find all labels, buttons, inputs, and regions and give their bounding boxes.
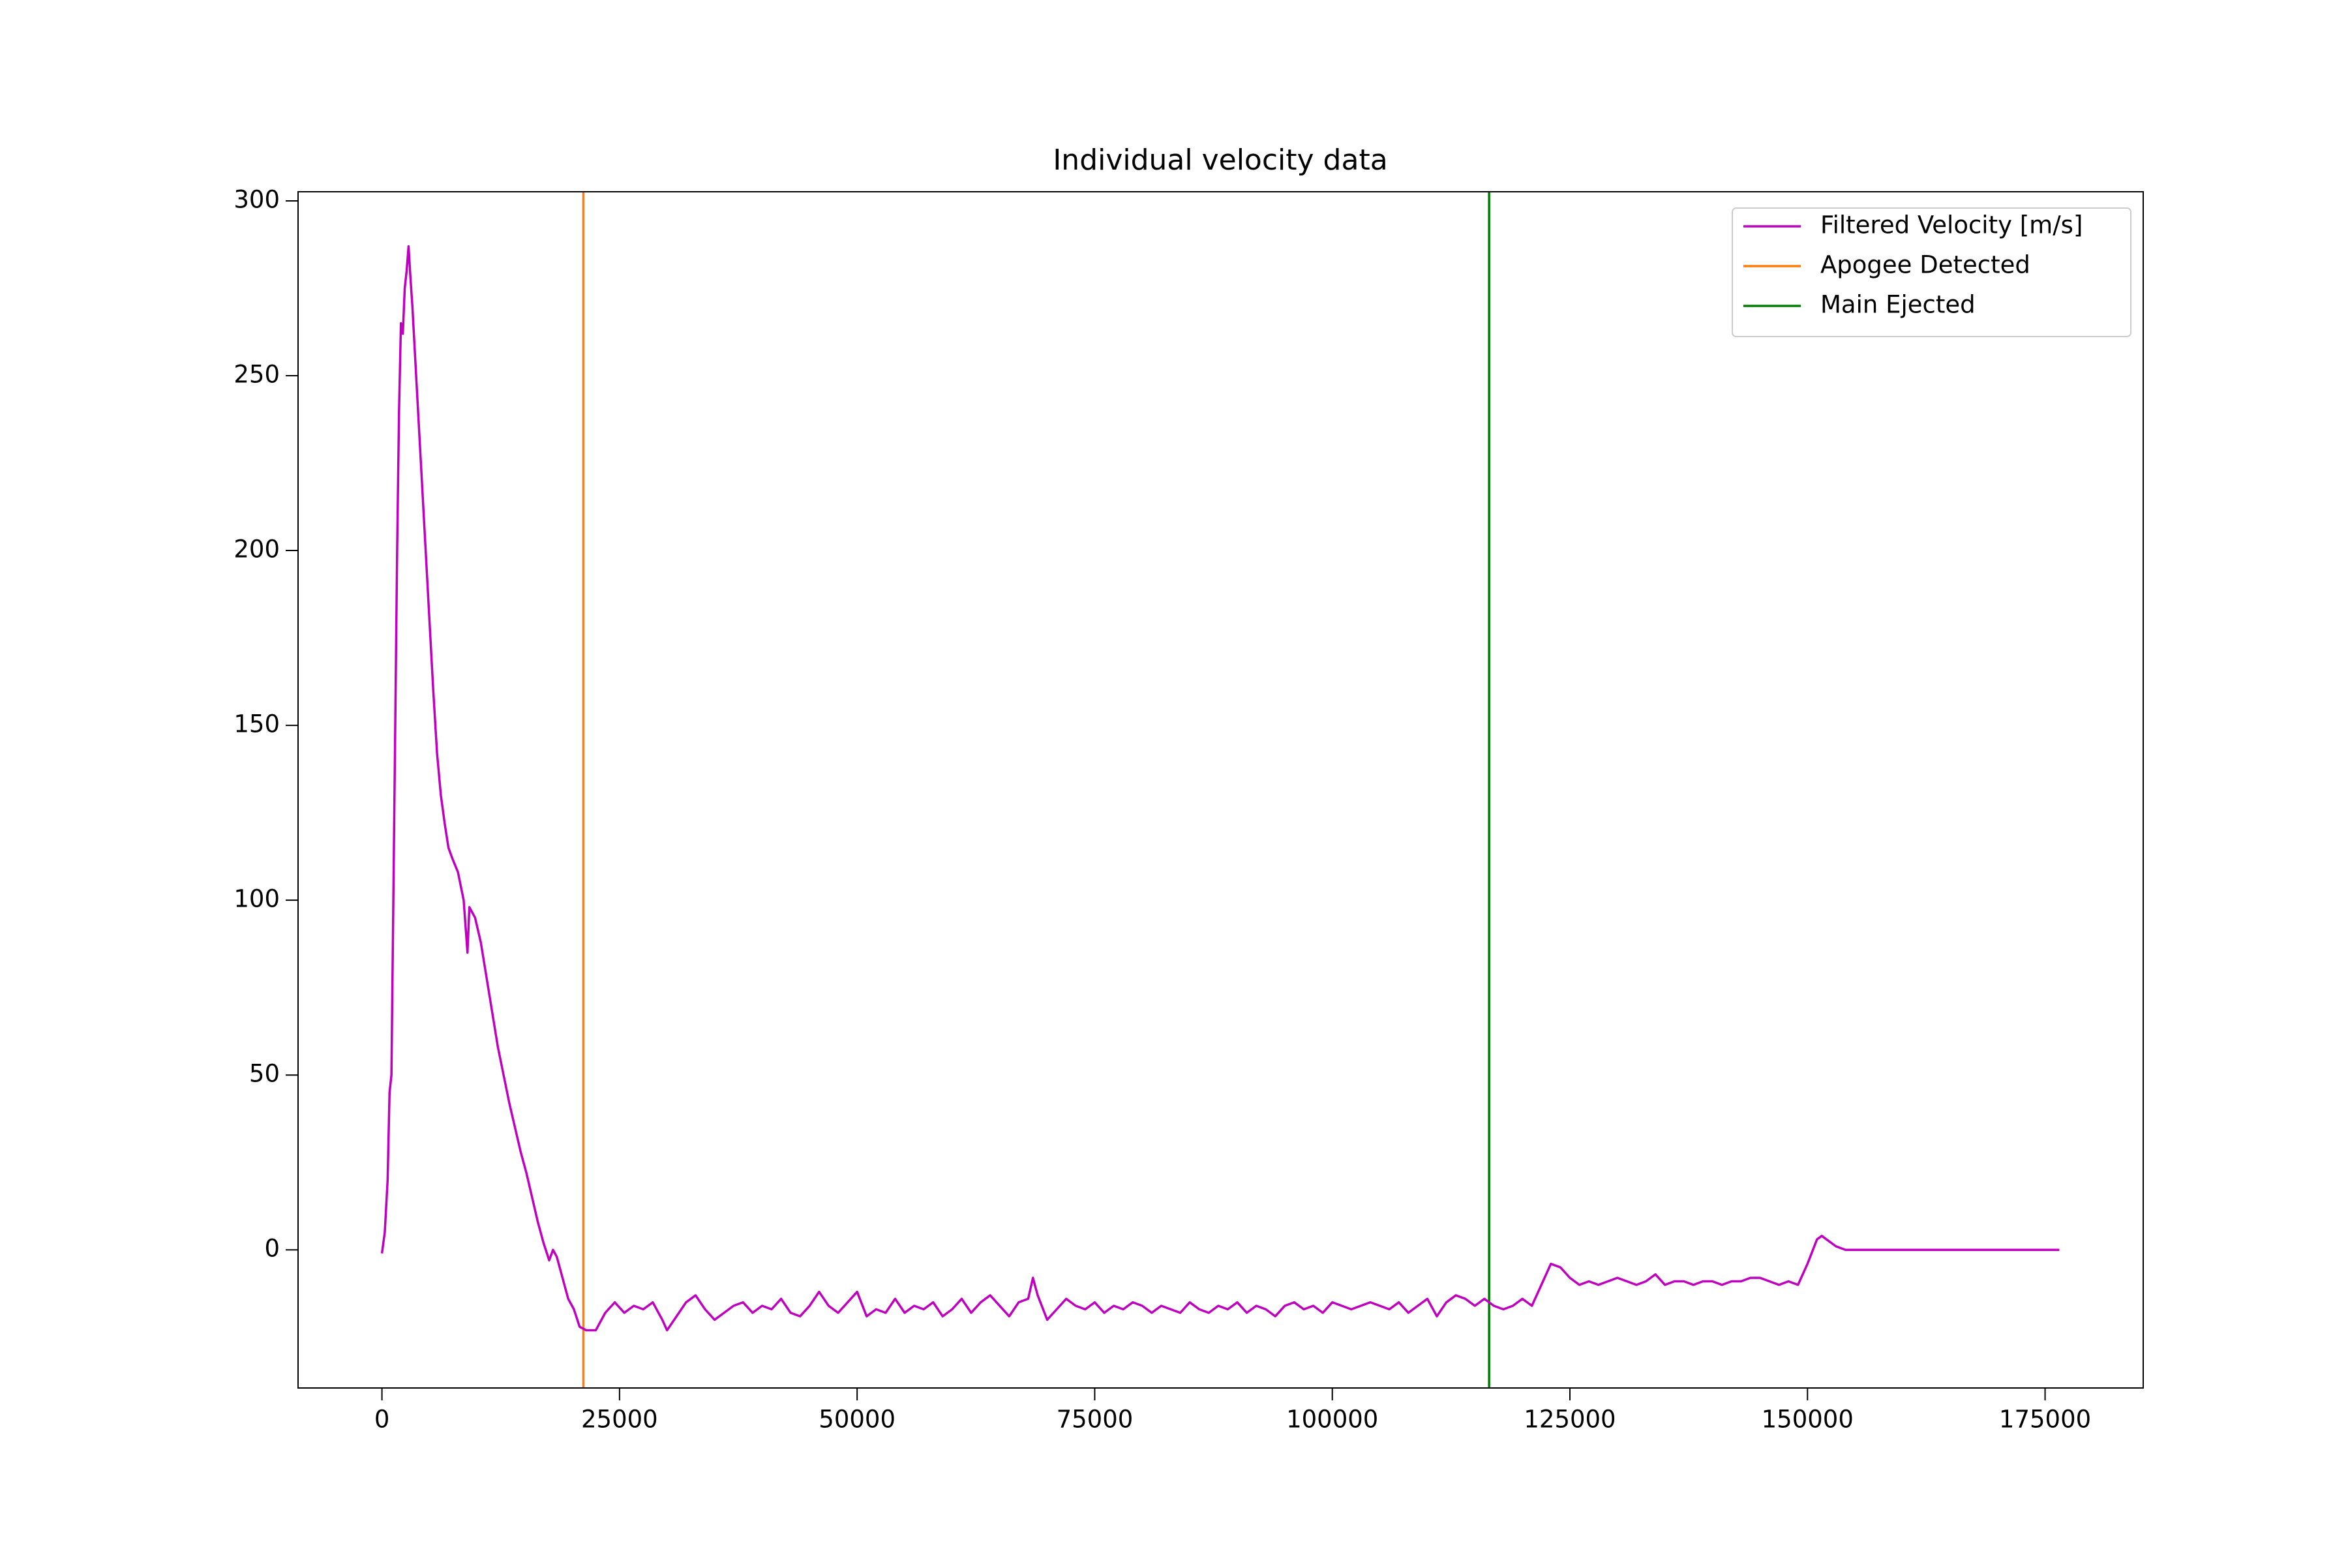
legend-label: Apogee Detected — [1820, 251, 2030, 279]
y-tick-label: 200 — [233, 535, 280, 564]
x-tick-label: 75000 — [1057, 1406, 1134, 1434]
chart-title: Individual velocity data — [1053, 143, 1387, 177]
legend-box — [1732, 207, 2131, 337]
y-tick-label: 300 — [233, 185, 280, 213]
x-tick-label: 25000 — [581, 1406, 658, 1434]
legend-label: Main Ejected — [1820, 291, 1976, 319]
y-tick-label: 150 — [233, 710, 280, 738]
y-tick-label: 50 — [249, 1060, 280, 1088]
x-tick-label: 175000 — [1999, 1406, 2091, 1434]
data-line — [380, 245, 2060, 1332]
x-tick-label: 150000 — [1762, 1406, 1854, 1434]
plot-area — [380, 192, 2060, 1388]
x-tick-label: 125000 — [1524, 1406, 1616, 1434]
y-tick-label: 0 — [264, 1235, 280, 1263]
legend-label: Filtered Velocity [m/s] — [1820, 211, 2083, 239]
x-tick-label: 0 — [374, 1406, 390, 1434]
y-tick-label: 250 — [233, 360, 280, 388]
x-tick-label: 50000 — [819, 1406, 896, 1434]
axes-frame — [297, 191, 2144, 1389]
y-tick-label: 100 — [233, 885, 280, 913]
x-tick-label: 100000 — [1286, 1406, 1378, 1434]
